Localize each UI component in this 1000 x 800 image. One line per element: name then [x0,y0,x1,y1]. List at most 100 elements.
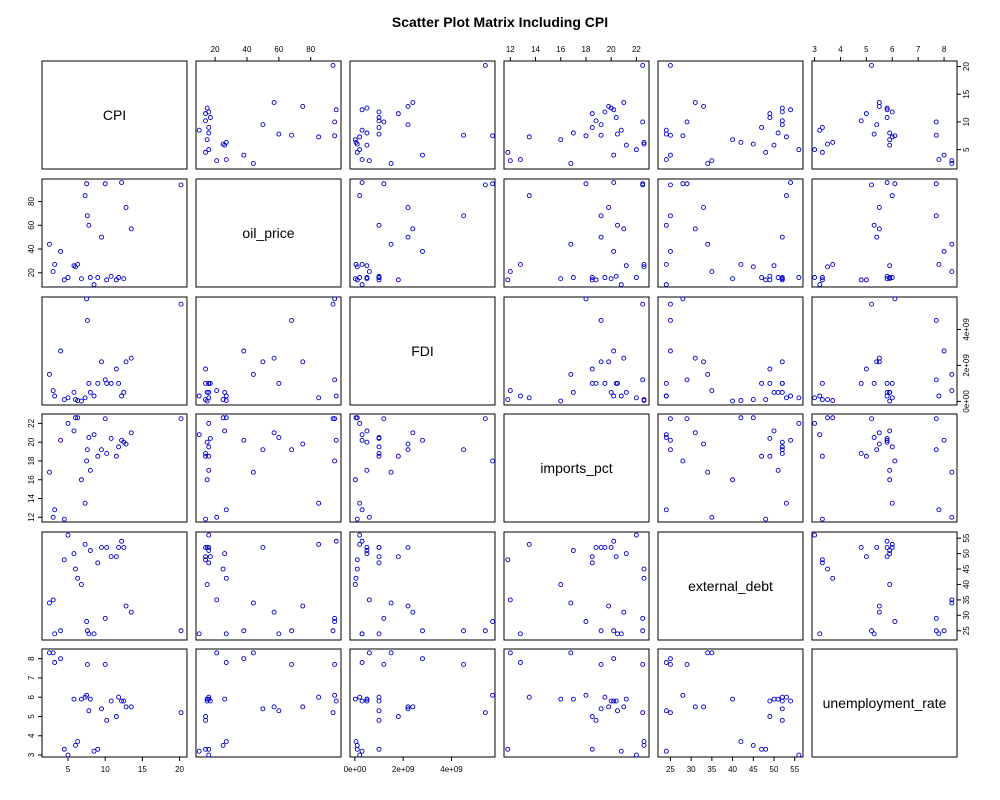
point-oil_price-CPI-17 [99,234,104,240]
point-CPI-FDI-16 [376,125,382,130]
point-external_debt-FDI-25 [405,603,411,609]
point-CPI-unemployment_rate-3 [941,152,947,158]
point-imports_pct-FDI-16 [376,453,382,459]
point-external_debt-CPI-6 [71,551,77,557]
point-external_debt-FDI-17 [405,544,411,550]
point-CPI-imports_pct-22 [602,109,608,115]
point-unemployment_rate-imports_pct-3 [611,656,617,662]
point-external_debt-imports_pct-20 [613,554,619,560]
point-unemployment_rate-external_debt-17 [779,706,785,712]
point-unemployment_rate-oil_price-12 [289,661,295,667]
point-external_debt-imports_pct-8 [641,575,647,581]
point-oil_price-FDI-22 [376,275,382,280]
point-imports_pct-FDI-11 [490,458,496,464]
point-oil_price-FDI-23 [359,180,365,186]
point-external_debt-unemployment_rate-2 [936,631,942,637]
point-oil_price-external_debt-14 [775,275,781,280]
point-imports_pct-unemployment_rate-10 [889,500,895,506]
point-oil_price-CPI-10 [82,193,88,199]
point-unemployment_rate-CPI-5 [65,752,71,758]
point-oil_price-imports_pct-15 [618,282,624,288]
point-CPI-external_debt-24 [779,105,785,111]
point-imports_pct-unemployment_rate-14 [887,467,893,473]
point-unemployment_rate-CPI-12 [84,661,90,667]
point-CPI-FDI-12 [461,132,467,138]
panel-unemployment_rate-vs-oil_price [195,648,342,758]
point-FDI-CPI-21 [113,366,119,372]
point-oil_price-imports_pct-6 [623,263,629,269]
point-imports_pct-oil_price-3 [241,437,247,443]
panel-frame [657,296,804,406]
point-FDI-imports_pct-6 [623,389,629,395]
point-CPI-external_debt-23 [788,107,794,113]
point-external_debt-FDI-23 [359,538,365,544]
point-FDI-imports_pct-9 [558,398,564,404]
panel-frame [41,413,188,523]
x-axis-unemployment_rate: 3 4 5 6 7 8 [812,45,947,61]
point-external_debt-imports_pct-15 [618,631,624,637]
point-external_debt-CPI-24 [121,544,127,550]
x-tick-label: 15 [138,765,147,774]
point-FDI-CPI-1 [50,388,56,394]
point-imports_pct-oil_price-19 [203,450,209,456]
point-external_debt-FDI-21 [395,554,401,560]
point-imports_pct-unemployment_rate-24 [884,439,890,445]
point-imports_pct-oil_price-8 [223,415,229,421]
point-imports_pct-FDI-8 [353,415,359,421]
point-imports_pct-oil_price-15 [196,432,202,438]
point-external_debt-unemployment_rate-16 [819,560,825,566]
point-unemployment_rate-FDI-2 [359,660,365,665]
x-tick-label: 30 [687,765,696,774]
point-imports_pct-external_debt-13 [663,435,669,440]
point-imports_pct-CPI-22 [116,444,122,450]
point-imports_pct-FDI-17 [405,447,411,453]
point-oil_price-unemployment_rate-21 [863,277,869,283]
point-CPI-oil_price-25 [300,103,306,109]
point-unemployment_rate-FDI-21 [395,714,401,719]
point-imports_pct-FDI-2 [359,507,365,513]
point-imports_pct-oil_price-23 [333,437,339,443]
point-CPI-oil_price-3 [241,152,247,158]
variable-label-FDI: FDI [411,343,434,359]
point-unemployment_rate-FDI-12 [461,661,467,667]
point-imports_pct-CPI-15 [91,432,97,438]
y-tick-label: 3 [27,752,36,757]
point-oil_price-FDI-3 [420,248,425,254]
point-FDI-CPI-26 [128,355,134,361]
point-external_debt-FDI-13 [376,631,382,637]
point-FDI-CPI-24 [121,389,127,395]
point-FDI-external_debt-25 [701,359,707,365]
point-external_debt-oil_price-21 [203,554,209,560]
point-external_debt-unemployment_rate-8 [830,575,836,581]
point-FDI-external_debt-6 [771,389,777,395]
point-external_debt-imports_pct-0 [568,600,574,606]
point-unemployment_rate-FDI-18 [381,661,387,667]
point-external_debt-oil_price-13 [276,631,282,637]
point-external_debt-oil_price-6 [222,551,228,557]
point-CPI-imports_pct-3 [611,152,617,158]
point-oil_price-FDI-17 [405,234,411,240]
point-unemployment_rate-imports_pct-6 [623,696,629,702]
point-external_debt-imports_pct-6 [623,551,629,557]
point-FDI-unemployment_rate-8 [830,398,836,403]
point-imports_pct-unemployment_rate-17 [874,447,880,453]
point-CPI-unemployment_rate-4 [819,149,825,155]
point-CPI-unemployment_rate-1 [949,158,955,164]
point-external_debt-FDI-5 [357,532,363,538]
point-imports_pct-unemployment_rate-1 [949,514,955,520]
point-CPI-oil_price-16 [206,125,212,130]
panel-oil_price-vs-FDI [349,178,496,288]
point-oil_price-FDI-24 [364,276,370,282]
x-tick-label: 18 [582,45,591,54]
y-axis-FDI: 0e+00 2e+09 4e+09 [957,318,971,413]
point-unemployment_rate-FDI-3 [420,656,425,662]
point-external_debt-imports_pct-5 [633,532,639,538]
point-imports_pct-external_debt-0 [705,469,711,475]
point-FDI-external_debt-21 [767,366,773,372]
point-FDI-imports_pct-20 [613,380,619,386]
panel-CPI-vs-external_debt [657,60,804,170]
x-tick-label: 0e+00 [344,765,367,774]
point-CPI-imports_pct-15 [618,127,624,133]
point-imports_pct-external_debt-1 [709,514,715,520]
y-tick-label: 16 [27,475,36,484]
